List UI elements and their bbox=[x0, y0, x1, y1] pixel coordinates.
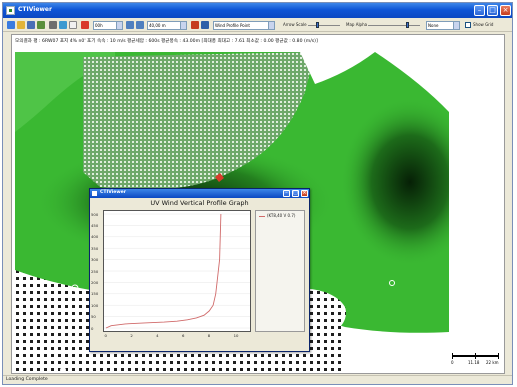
popup-title-bar[interactable]: CTIViewer – □ × bbox=[90, 189, 309, 198]
show-grid-checkbox[interactable] bbox=[465, 22, 471, 28]
refresh-icon[interactable] bbox=[59, 21, 67, 29]
prev-icon[interactable] bbox=[126, 21, 134, 29]
terrain-upper-left bbox=[15, 52, 115, 132]
legend-swatch bbox=[259, 216, 265, 217]
y-tick-label: 300 bbox=[91, 257, 99, 263]
profile-chart bbox=[104, 213, 250, 329]
popup-minimize-button[interactable]: – bbox=[283, 190, 290, 197]
next-icon[interactable] bbox=[136, 21, 144, 29]
scale-tick bbox=[452, 353, 453, 359]
window-title: CTIViewer bbox=[18, 6, 52, 13]
sea-bottom-right bbox=[345, 327, 449, 373]
y-tick-label: 50 bbox=[91, 314, 96, 320]
stop-icon[interactable] bbox=[81, 21, 89, 29]
x-tick-label: 2 bbox=[130, 333, 133, 338]
chart-title: UV Wind Vertical Profile Graph bbox=[150, 199, 249, 207]
arrow-scale-slider[interactable] bbox=[308, 25, 340, 26]
height-select[interactable]: 40,00 m bbox=[147, 21, 187, 30]
legend-label: (KT8,40 V 0.7) bbox=[267, 213, 296, 218]
settings-icon[interactable] bbox=[49, 21, 57, 29]
profile-graph-window[interactable]: CTIViewer – □ × UV Wind Vertical Profile… bbox=[89, 188, 310, 352]
island-marker-left bbox=[71, 284, 79, 292]
island-marker-right bbox=[389, 280, 395, 286]
popup-window-title: CTIViewer bbox=[100, 190, 127, 195]
y-tick-label: 200 bbox=[91, 279, 99, 285]
y-tick-label: 400 bbox=[91, 234, 99, 240]
chart-legend: (KT8,40 V 0.7) bbox=[255, 210, 305, 332]
app-icon bbox=[6, 6, 15, 15]
main-window: CTIViewer – □ × 00h 40,00 m Wind Profile… bbox=[2, 2, 513, 385]
maximize-button[interactable]: □ bbox=[487, 5, 498, 16]
scale-bar: 0 11.18 22 km bbox=[450, 353, 502, 371]
none-select[interactable]: None bbox=[426, 21, 460, 30]
y-tick-label: 150 bbox=[91, 291, 99, 297]
scale-tick bbox=[475, 353, 476, 359]
blank-page-icon[interactable] bbox=[69, 21, 77, 29]
chart-plot-area bbox=[103, 210, 251, 332]
selected-point-marker[interactable] bbox=[215, 173, 224, 182]
time-select[interactable]: 00h bbox=[93, 21, 123, 30]
x-tick-label: 0 bbox=[104, 333, 107, 338]
x-tick-label: 6 bbox=[181, 333, 185, 338]
map-alpha-label: Map Alpha bbox=[346, 22, 368, 27]
wind-vector-grid-area bbox=[83, 52, 315, 190]
x-tick-label: 10 bbox=[233, 333, 239, 338]
status-bar: Loading Complete bbox=[3, 375, 512, 384]
new-icon[interactable] bbox=[7, 21, 15, 29]
island-marker-bottom bbox=[60, 367, 66, 373]
y-tick-label: 450 bbox=[91, 222, 99, 228]
y-tick-label: 0 bbox=[91, 325, 94, 331]
x-tick-label: 4 bbox=[156, 333, 159, 338]
arrow-scale-thumb[interactable] bbox=[316, 22, 319, 28]
y-tick-label: 500 bbox=[91, 211, 99, 217]
terrain-shadow-right bbox=[340, 97, 449, 267]
y-tick-label: 250 bbox=[91, 268, 99, 274]
layers-icon[interactable] bbox=[37, 21, 45, 29]
scale-label-1: 11.18 bbox=[468, 360, 480, 365]
series-line bbox=[105, 213, 222, 329]
y-tick-label: 350 bbox=[91, 245, 99, 251]
popup-maximize-button[interactable]: □ bbox=[292, 190, 299, 197]
minimize-button[interactable]: – bbox=[474, 5, 485, 16]
scale-label-0: 0 bbox=[451, 360, 454, 365]
sea-top bbox=[300, 52, 375, 84]
close-button[interactable]: × bbox=[500, 5, 511, 16]
map-alpha-thumb[interactable] bbox=[406, 22, 409, 28]
overlay-select[interactable]: Wind Profile Point bbox=[213, 21, 275, 30]
info-line: 모의결과 평 : 6RW07 포지 4% n0' 포기 속속 : 10 m/s … bbox=[15, 39, 318, 44]
x-tick-label: 8 bbox=[207, 333, 211, 338]
popup-close-button[interactable]: × bbox=[301, 190, 308, 197]
title-bar[interactable]: CTIViewer – □ × bbox=[3, 3, 512, 18]
popup-app-icon bbox=[92, 191, 97, 196]
filter-icon[interactable] bbox=[201, 21, 209, 29]
arrow-scale-label: Arrow Scale bbox=[283, 22, 307, 27]
pin-icon[interactable] bbox=[191, 21, 199, 29]
toolbar: 00h 40,00 m Wind Profile Point Arrow Sca… bbox=[3, 19, 512, 32]
show-grid-label: Show Grid bbox=[473, 22, 494, 27]
save-icon[interactable] bbox=[27, 21, 35, 29]
y-tick-label: 100 bbox=[91, 302, 99, 308]
scale-tick bbox=[498, 353, 499, 359]
sea-top-right bbox=[375, 52, 449, 112]
scale-label-2: 22 km bbox=[486, 360, 499, 365]
map-alpha-slider[interactable] bbox=[368, 25, 420, 26]
status-text: Loading Complete bbox=[6, 377, 48, 382]
open-folder-icon[interactable] bbox=[17, 21, 25, 29]
